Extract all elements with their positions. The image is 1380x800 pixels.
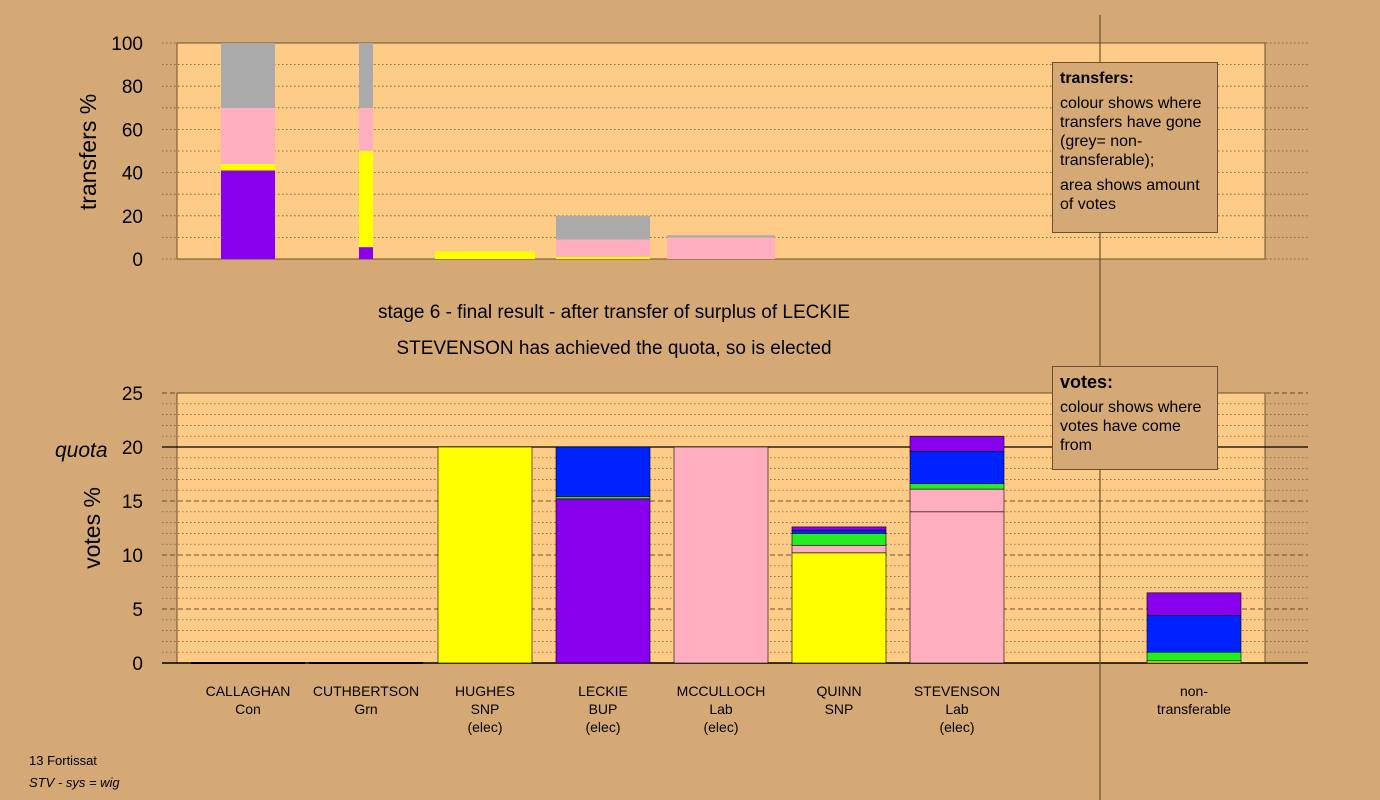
stage-subtitle: STEVENSON has achieved the quota, so is … bbox=[396, 338, 831, 359]
top-y-tick-label: 0 bbox=[132, 250, 143, 271]
votes-legend: votes: colour shows where votes have com… bbox=[1052, 366, 1218, 470]
vote-bar-segment bbox=[909, 488, 1005, 513]
top-bars bbox=[221, 43, 775, 259]
transfer-bar-segment bbox=[221, 43, 275, 108]
bottom-y-axis-title: votes % bbox=[79, 487, 105, 569]
candidate-labels: CALLAGHAN Con CUTHBERTSON Grn HUGHES SNP (elec… bbox=[206, 683, 1232, 735]
candidate-label-line: MCCULLOCH bbox=[677, 683, 766, 699]
transfers-legend-title: transfers: bbox=[1060, 70, 1134, 87]
vote-bar-segment bbox=[1146, 651, 1242, 662]
top-y-axis-title: transfers % bbox=[75, 94, 101, 210]
vote-bar-segment bbox=[791, 552, 887, 664]
candidate-label-line: Con bbox=[235, 701, 261, 717]
transfer-bar-segment bbox=[667, 235, 775, 238]
transfers-legend: transfers: colour shows where transfers … bbox=[1052, 62, 1218, 233]
transfer-bar-segment bbox=[556, 215, 650, 240]
candidate-label-line: (elec) bbox=[585, 719, 620, 735]
candidate-label-line: BUP bbox=[589, 701, 618, 717]
bottom-bars bbox=[191, 435, 1242, 664]
transfers-legend-text: colour shows where transfers have gone (… bbox=[1060, 95, 1202, 169]
transfer-bar-segment bbox=[359, 43, 373, 108]
bottom-y-tick-label: 25 bbox=[122, 384, 143, 405]
vote-bar-segment bbox=[555, 446, 651, 497]
vote-bar-segment bbox=[909, 451, 1005, 485]
transfer-bar-segment bbox=[359, 247, 373, 259]
bottom-y-tick-label: 15 bbox=[122, 492, 143, 513]
vote-bar-segment bbox=[555, 496, 651, 500]
candidate-label-line: Lab bbox=[945, 701, 969, 717]
transfer-bar-segment bbox=[667, 237, 775, 259]
candidate-label-line: CALLAGHAN bbox=[206, 683, 291, 699]
transfer-bar-segment bbox=[221, 170, 275, 259]
candidate-label-line: LECKIE bbox=[578, 683, 628, 699]
transfers-legend-text-2: area shows amount of votes bbox=[1060, 177, 1200, 213]
vote-bar-segment bbox=[673, 446, 769, 664]
candidate-label-line: (elec) bbox=[703, 719, 738, 735]
bottom-y-tick-label: 10 bbox=[122, 546, 143, 567]
bottom-y-tick-label: 20 bbox=[122, 438, 143, 459]
vote-bar-segment bbox=[555, 498, 651, 664]
top-y-tick-label: 60 bbox=[122, 120, 143, 141]
quota-label: quota bbox=[55, 439, 108, 462]
candidate-label-line: QUINN bbox=[816, 683, 861, 699]
candidate-label-line: Grn bbox=[354, 701, 377, 717]
transfer-bar-segment bbox=[556, 256, 650, 259]
top-y-tick-label: 80 bbox=[122, 77, 143, 98]
vote-bar-segment bbox=[1146, 615, 1242, 653]
vote-bar-segment bbox=[909, 511, 1005, 664]
vote-bar-segment bbox=[791, 544, 887, 554]
top-y-tick-label: 20 bbox=[122, 207, 143, 228]
candidate-label-line: CUTHBERTSON bbox=[313, 683, 419, 699]
candidate-label-line: non- bbox=[1180, 683, 1208, 699]
top-y-tick-label: 40 bbox=[122, 164, 143, 185]
transfer-bar-segment bbox=[556, 239, 650, 257]
candidate-label-line: transferable bbox=[1157, 701, 1231, 717]
candidate-label-line: SNP bbox=[471, 701, 500, 717]
axis-labels: 0 20 40 60 80 100 0 5 10 15 20 25 bbox=[111, 34, 143, 675]
transfer-bar-segment bbox=[221, 107, 275, 164]
transfer-bar-segment bbox=[221, 163, 275, 171]
transfer-bar-segment bbox=[435, 251, 535, 259]
vote-bar-segment bbox=[791, 533, 887, 546]
transfer-bar-segment bbox=[359, 107, 373, 151]
votes-legend-title: votes: bbox=[1060, 372, 1114, 392]
vote-bar-segment bbox=[437, 446, 533, 664]
footer-location: 13 Fortissat bbox=[29, 753, 97, 768]
vote-bar-segment bbox=[791, 526, 887, 531]
top-y-tick-label: 100 bbox=[111, 34, 143, 55]
candidate-label-line: (elec) bbox=[939, 719, 974, 735]
vote-bar-segment bbox=[1146, 660, 1242, 664]
vote-bar-segment bbox=[791, 529, 887, 534]
bottom-y-tick-label: 5 bbox=[132, 600, 143, 621]
candidate-label-line: SNP bbox=[825, 701, 854, 717]
footer-system: STV - sys = wig bbox=[29, 775, 120, 790]
candidate-label-line: HUGHES bbox=[455, 683, 515, 699]
candidate-label-line: (elec) bbox=[467, 719, 502, 735]
vote-bar-segment bbox=[1146, 592, 1242, 616]
vote-bar-segment bbox=[909, 483, 1005, 490]
transfer-bar-segment bbox=[359, 151, 373, 248]
stage-title: stage 6 - final result - after transfer … bbox=[378, 302, 850, 323]
candidate-label-line: STEVENSON bbox=[914, 683, 1000, 699]
bottom-y-tick-label: 0 bbox=[132, 654, 143, 675]
vote-bar-segment bbox=[909, 435, 1005, 452]
candidate-label-line: Lab bbox=[709, 701, 733, 717]
votes-legend-text: colour shows where votes have come from bbox=[1060, 399, 1202, 454]
